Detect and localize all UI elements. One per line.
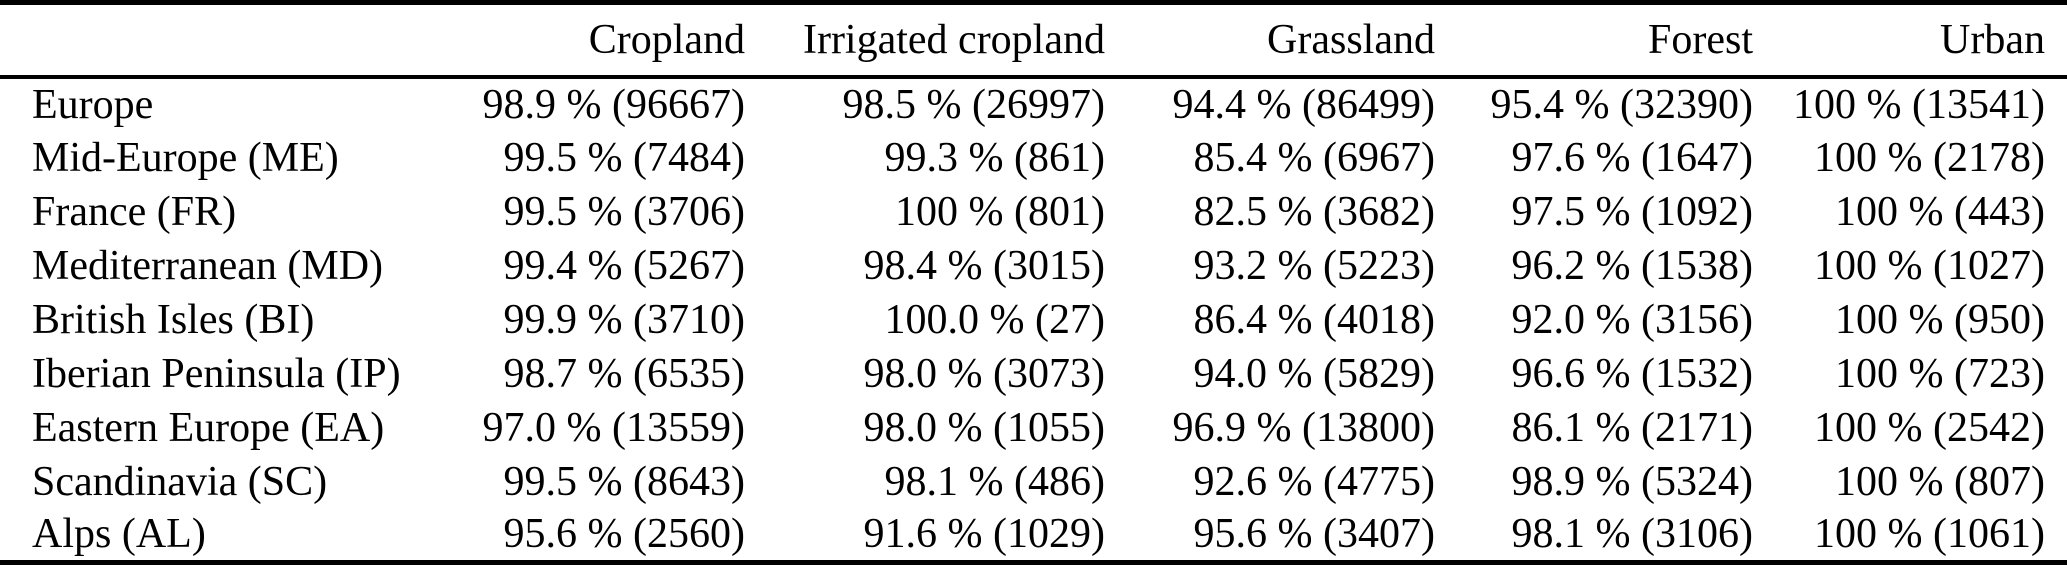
value-cell: 100 % (2542) <box>1814 404 2045 451</box>
value-cell: 100 % (723) <box>1835 350 2045 397</box>
row-label: Mediterranean (MD) <box>32 242 384 289</box>
value-cell: 98.9 % (96667) <box>482 81 745 128</box>
table-row: Mid-Europe (ME) 99.5 % (7484) 99.3 % (861)… <box>0 131 2067 185</box>
value-cell: 98.4 % (3015) <box>863 242 1105 289</box>
value-cell: 86.1 % (2171) <box>1511 404 1753 451</box>
row-label: Iberian Peninsula (IP) <box>32 350 401 397</box>
value-cell: 98.1 % (486) <box>884 458 1105 505</box>
row-label: Alps (AL) <box>32 511 206 558</box>
row-label: Scandinavia (SC) <box>32 458 328 505</box>
value-cell: 96.2 % (1538) <box>1511 242 1753 289</box>
value-cell: 85.4 % (6967) <box>1193 134 1435 181</box>
value-cell: 98.5 % (26997) <box>842 81 1105 128</box>
value-cell: 95.6 % (3407) <box>1193 511 1435 558</box>
accuracy-table: Cropland Irrigated cropland Grassland Fores… <box>0 0 2067 565</box>
value-cell: 100 % (950) <box>1835 296 2045 343</box>
value-cell: 94.0 % (5829) <box>1193 350 1435 397</box>
column-header: Forest <box>1435 2 1753 79</box>
table-body: Europe 98.9 % (96667) 98.5 % (26997) 94.4 %… <box>0 77 2067 563</box>
value-cell: 98.1 % (3106) <box>1511 511 1753 558</box>
column-header: Urban <box>1753 2 2067 79</box>
value-cell: 99.5 % (8643) <box>503 458 745 505</box>
table-row: Scandinavia (SC) 99.5 % (8643) 98.1 % (486… <box>0 455 2067 509</box>
column-header: Grassland <box>1105 2 1435 79</box>
value-cell: 95.4 % (32390) <box>1490 81 1753 128</box>
value-cell: 99.5 % (7484) <box>503 134 745 181</box>
value-cell: 86.4 % (4018) <box>1193 296 1435 343</box>
value-cell: 98.0 % (1055) <box>863 404 1105 451</box>
header-row: Cropland Irrigated cropland Grassland Fores… <box>0 2 2067 79</box>
value-cell: 95.6 % (2560) <box>503 511 745 558</box>
row-label: Mid-Europe (ME) <box>32 134 339 181</box>
value-cell: 94.4 % (86499) <box>1172 81 1435 128</box>
value-cell: 92.6 % (4775) <box>1193 458 1435 505</box>
value-cell: 97.0 % (13559) <box>482 404 745 451</box>
value-cell: 98.9 % (5324) <box>1511 458 1753 505</box>
value-cell: 91.6 % (1029) <box>863 511 1105 558</box>
value-cell: 100 % (1027) <box>1814 242 2045 289</box>
value-cell: 98.7 % (6535) <box>503 350 745 397</box>
table-row: Eastern Europe (EA) 97.0 % (13559) 98.0 % … <box>0 401 2067 455</box>
table-row: Europe 98.9 % (96667) 98.5 % (26997) 94.4 %… <box>0 77 2067 131</box>
value-cell: 100 % (807) <box>1835 458 2045 505</box>
table-row: British Isles (BI) 99.9 % (3710) 100.0 % (… <box>0 293 2067 347</box>
row-label: Europe <box>32 81 154 128</box>
value-cell: 100 % (13541) <box>1793 81 2045 128</box>
table-row: Iberian Peninsula (IP) 98.7 % (6535) 98.0 … <box>0 347 2067 401</box>
column-header: Irrigated cropland <box>745 2 1105 79</box>
value-cell: 99.5 % (3706) <box>503 188 745 235</box>
value-cell: 100 % (1061) <box>1814 511 2045 558</box>
value-cell: 100 % (2178) <box>1814 134 2045 181</box>
table-row: Mediterranean (MD) 99.4 % (5267) 98.4 % (3… <box>0 239 2067 293</box>
value-cell: 96.6 % (1532) <box>1511 350 1753 397</box>
table-row: France (FR) 99.5 % (3706) 100 % (801) 82.5 … <box>0 185 2067 239</box>
value-cell: 99.3 % (861) <box>884 134 1105 181</box>
value-cell: 97.5 % (1092) <box>1511 188 1753 235</box>
row-label: France (FR) <box>32 188 237 235</box>
value-cell: 100 % (801) <box>895 188 1105 235</box>
value-cell: 99.9 % (3710) <box>503 296 745 343</box>
row-label: Eastern Europe (EA) <box>32 404 385 451</box>
value-cell: 96.9 % (13800) <box>1172 404 1435 451</box>
value-cell: 93.2 % (5223) <box>1193 242 1435 289</box>
value-cell: 98.0 % (3073) <box>863 350 1105 397</box>
corner-cell <box>0 2 480 79</box>
value-cell: 100.0 % (27) <box>884 296 1105 343</box>
row-label: British Isles (BI) <box>32 296 315 343</box>
column-header: Cropland <box>480 2 745 79</box>
value-cell: 92.0 % (3156) <box>1511 296 1753 343</box>
value-cell: 100 % (443) <box>1835 188 2045 235</box>
table-row: Alps (AL) 95.6 % (2560) 91.6 % (1029) 95.6 … <box>0 509 2067 563</box>
value-cell: 97.6 % (1647) <box>1511 134 1753 181</box>
value-cell: 99.4 % (5267) <box>503 242 745 289</box>
value-cell: 82.5 % (3682) <box>1193 188 1435 235</box>
